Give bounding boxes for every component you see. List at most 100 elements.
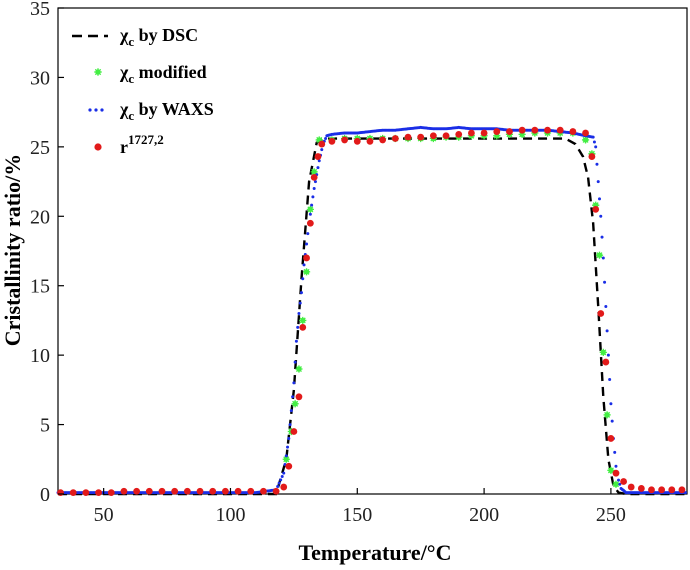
r-point [417, 133, 425, 141]
waxs-point [280, 475, 284, 479]
waxs-point [298, 301, 302, 305]
waxs-point [297, 311, 301, 315]
series-2 [56, 125, 688, 495]
r-point [544, 126, 551, 134]
legend-item-0: χc by DSC [72, 25, 198, 49]
waxs-point [591, 135, 595, 139]
plot-area [57, 7, 688, 495]
legend-swatch [94, 108, 98, 112]
modified-point-rays [299, 316, 307, 325]
r-point [95, 489, 102, 497]
r-point [668, 486, 676, 494]
waxs-point [605, 329, 609, 333]
r-point [290, 428, 298, 435]
waxs-point [302, 263, 306, 267]
waxs-point [291, 395, 295, 399]
waxs-point [306, 232, 310, 236]
y-tick-label: 15 [30, 276, 50, 298]
r-point [442, 132, 450, 140]
waxs-point [603, 280, 607, 284]
r-point [648, 486, 655, 494]
r-point [120, 487, 128, 495]
y-tick-label: 0 [40, 484, 50, 506]
r-point [531, 126, 539, 134]
modified-point-rays [599, 348, 607, 356]
waxs-point [597, 197, 601, 201]
y-axis-title: Cristallinity ratio/% [0, 154, 25, 346]
r-point [658, 486, 666, 494]
r-point [196, 487, 204, 495]
r-point [209, 487, 217, 495]
r-point [455, 130, 463, 138]
legend-item-2: χc by WAXS [88, 99, 214, 123]
waxs-point [324, 137, 328, 141]
waxs-point [282, 471, 286, 475]
x-axis-title: Temperature/°C [298, 540, 451, 565]
legend-label-main: χ [119, 99, 129, 119]
r-point [107, 489, 115, 497]
legend-label-rest: by WAXS [134, 99, 214, 119]
waxs-point [292, 381, 296, 385]
r-point [299, 323, 307, 331]
waxs-point [613, 450, 617, 454]
legend-label: r1727,2 [120, 132, 164, 157]
waxs-point [312, 187, 316, 191]
waxs-point [293, 360, 297, 364]
series-0 [58, 137, 687, 496]
waxs-point [299, 291, 303, 295]
r-point [612, 469, 620, 477]
r-point [493, 128, 501, 135]
legend-label: χc by WAXS [119, 99, 214, 123]
modified-point-rays [295, 365, 303, 373]
r-point [145, 487, 153, 495]
r-point [627, 483, 635, 491]
modified-point-rays [603, 411, 611, 419]
y-tick-label: 35 [30, 0, 50, 20]
legend-label-main: χ [119, 25, 129, 45]
modified-point-rays [581, 136, 590, 144]
waxs-point [296, 325, 300, 329]
waxs-point [308, 212, 312, 216]
waxs-point [317, 159, 321, 163]
legend-swatch [94, 143, 102, 151]
waxs-point [276, 485, 280, 489]
waxs-point [600, 235, 604, 239]
r-point [221, 487, 229, 495]
r-point [247, 487, 255, 495]
waxs-point [617, 478, 621, 482]
r-point [518, 126, 526, 134]
plot-frame [57, 7, 688, 495]
r-point [556, 126, 564, 134]
waxs-point [594, 145, 598, 149]
r-point [183, 487, 191, 495]
modified-point-rays [592, 201, 600, 209]
series-1 [282, 129, 620, 488]
legend-label-sup: 1727,2 [128, 132, 164, 147]
legend-label-main: χ [119, 62, 129, 82]
r-point [318, 140, 326, 148]
r-point [272, 487, 280, 495]
r-point [620, 478, 627, 485]
r-point [582, 129, 589, 137]
legend-swatch-rays [94, 68, 102, 76]
x-tick-label: 50 [94, 504, 114, 526]
waxs-point [609, 402, 613, 406]
r-point [480, 129, 488, 137]
waxs-point [614, 464, 618, 468]
r-point [310, 174, 318, 181]
modified-point-rays [306, 205, 314, 213]
waxs-point [294, 339, 298, 343]
modified-point-rays [518, 130, 526, 138]
x-tick-label: 250 [596, 504, 626, 526]
modified-point-rays [315, 136, 323, 144]
r-point [306, 219, 314, 227]
r-point [366, 137, 374, 145]
waxs-point [289, 409, 293, 413]
modified-point-rays [595, 251, 604, 259]
r-point [158, 487, 166, 495]
r-point [506, 128, 513, 135]
axes-layer: 50 100 150 200 250 0 5 10 15 20 25 30 35 [30, 0, 626, 526]
y-tick-label: 25 [30, 137, 50, 159]
